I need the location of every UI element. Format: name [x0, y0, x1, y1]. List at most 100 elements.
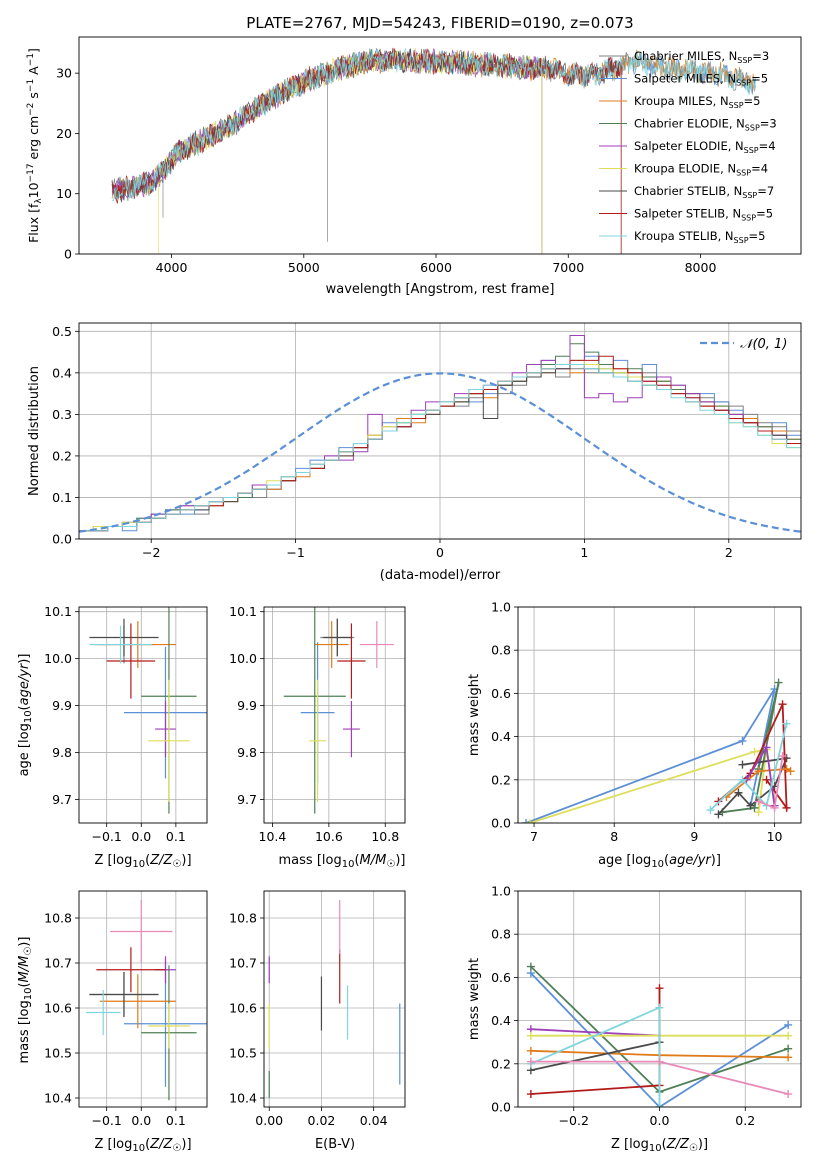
ylabel-part: ]	[26, 48, 41, 53]
x-tick-label: 0.0	[131, 829, 151, 844]
weight-marker	[778, 752, 787, 761]
x-tick-label: −1	[286, 545, 304, 560]
y-tick-label: 0.3	[52, 407, 72, 422]
y-tick-label: 10.0	[44, 651, 72, 666]
y-tick-label: 0.0	[52, 532, 72, 547]
y-tick-label: 10.8	[229, 911, 257, 926]
weight-line	[709, 723, 788, 811]
ebv-xlabel: E(B-V)	[315, 1137, 355, 1152]
x-tick-label: 0.04	[360, 1113, 388, 1128]
weight-marker	[655, 1103, 664, 1107]
x-tick-label: 2	[725, 545, 733, 560]
weight-marker	[782, 719, 791, 728]
weight-marker	[750, 803, 759, 812]
label-part: M/M	[17, 956, 32, 983]
weight-marker	[526, 1031, 535, 1040]
axes-residuals: −2 −1 0 1 2 0.0 0.1 0.2 0.3 0.4 0.5	[52, 323, 801, 560]
x-tick-label: 8000	[685, 260, 717, 275]
y-tick-label: 0.4	[52, 365, 72, 380]
label-part: Z [log	[611, 1137, 649, 1152]
x-tick-label: 7000	[552, 260, 584, 275]
ylabel-part: −1	[26, 79, 36, 92]
weight-marker	[784, 1031, 793, 1040]
ylabel-part: λ	[34, 198, 44, 204]
x-tick-label: 0.02	[308, 1113, 336, 1128]
y-tick-label: 10.8	[44, 911, 72, 926]
label-part: 10	[651, 859, 664, 870]
legend-text: Chabrier MILES, N	[634, 49, 737, 63]
age-vs-mass-xlabel: mass [log10(M/M☉)]	[279, 853, 406, 870]
errorbars-mass_vs_Z	[85, 900, 207, 1101]
x-tick-label: 5000	[288, 260, 320, 275]
weight-marker	[734, 788, 743, 797]
y-tick-label: 0.4	[491, 729, 511, 744]
figure-title: PLATE=2767, MJD=54243, FIBERID=0190, z=0…	[246, 14, 633, 32]
weight-line	[717, 757, 789, 816]
weight-line	[529, 748, 768, 823]
label-part: M/M	[360, 853, 387, 868]
weight-marker	[784, 1044, 793, 1053]
x-tick-label: 0.0	[650, 1113, 670, 1128]
mass-vs-z-xlabel: Z [log10(Z/Z☉)]	[94, 1137, 191, 1154]
weight-marker	[526, 1046, 535, 1055]
weight-marker	[754, 797, 763, 806]
y-tick-label: 30	[56, 66, 72, 81]
y-tick-label: 0.8	[491, 643, 511, 658]
weight_vs_Z-frame	[517, 890, 802, 1108]
x-tick-label: 1	[580, 545, 588, 560]
legend-text: Salpeter MILES, N	[634, 72, 736, 86]
y-tick-label: 10.7	[44, 956, 72, 971]
legend-sub: SSP	[736, 169, 751, 178]
label-part: age/yr	[669, 853, 712, 868]
y-tick-label: 10.7	[229, 956, 257, 971]
legend-sub: SSP	[734, 236, 749, 245]
legend-sub: SSP	[729, 101, 744, 110]
ylabel-part: Flux [f	[26, 203, 41, 243]
legend-sub: SSP	[742, 191, 757, 200]
label-part: (	[17, 705, 32, 710]
age-ylabel: age [log10(age/yr)]	[17, 654, 34, 777]
axes-weight_vs_Z: −0.2 0.0 0.2 0.0 0.2 0.4 0.6 0.8 1.0	[491, 884, 801, 1128]
histogram-step	[79, 359, 801, 532]
y-tick-label: 0.1	[52, 490, 72, 505]
weight-marker	[526, 1057, 535, 1066]
spectrum-series	[111, 48, 756, 202]
x-tick-label: 10.8	[371, 829, 399, 844]
legend-tail: =3	[752, 49, 769, 63]
x-tick-label: 7	[530, 829, 538, 844]
ylabel-part: −17	[26, 163, 36, 182]
axes-spectrum: 4000 5000 6000 7000 8000 0 10 20 30	[56, 66, 716, 275]
x-tick-label: 0.1	[166, 1113, 186, 1128]
y-tick-label: 20	[56, 126, 72, 141]
histogram-series	[79, 335, 801, 533]
legend-label: 𝒩(0, 1)	[740, 337, 787, 352]
axes-age_vs_mass: 10.4 10.6 10.8 9.7 9.8 9.9 10.0 10.1	[229, 604, 405, 844]
label-part: )]	[17, 654, 32, 664]
residuals-ylabel: Normed distribution	[27, 366, 42, 496]
axes-mass_vs_Z: −0.1 0.0 0.1 10.4 10.5 10.6 10.7 10.8	[44, 891, 207, 1128]
y-tick-label: 9.9	[52, 698, 72, 713]
legend-label: Kroupa ELODIE, NSSP=4	[634, 162, 768, 178]
histogram-step	[79, 364, 801, 532]
age-vs-z-xlabel: Z [log10(Z/Z☉)]	[94, 853, 191, 870]
label-part: 10	[649, 1143, 662, 1154]
y-tick-label: 0	[64, 247, 72, 262]
legend-label: Salpeter MILES, NSSP=5	[634, 72, 768, 88]
weight-marker	[774, 678, 783, 687]
histogram-step	[79, 355, 801, 532]
y-tick-label: 10.1	[229, 604, 257, 619]
weight-marker	[754, 808, 763, 817]
legend-label: Kroupa MILES, NSSP=5	[634, 94, 760, 110]
weight-marker	[522, 819, 531, 823]
label-part: (	[145, 853, 150, 868]
weight-marker	[784, 1020, 793, 1029]
label-part: )]	[181, 853, 191, 868]
legend-label: Chabrier ELODIE, NSSP=3	[634, 117, 777, 133]
x-tick-label: 10	[767, 829, 783, 844]
label-part: ☉	[172, 1143, 181, 1154]
legend-tail: =5	[756, 207, 773, 221]
legend-text: Salpeter STELIB, N	[634, 207, 741, 221]
legend-text: Kroupa STELIB, N	[634, 229, 734, 243]
weight-marker	[706, 806, 715, 815]
x-tick-label: 0.00	[255, 1113, 283, 1128]
